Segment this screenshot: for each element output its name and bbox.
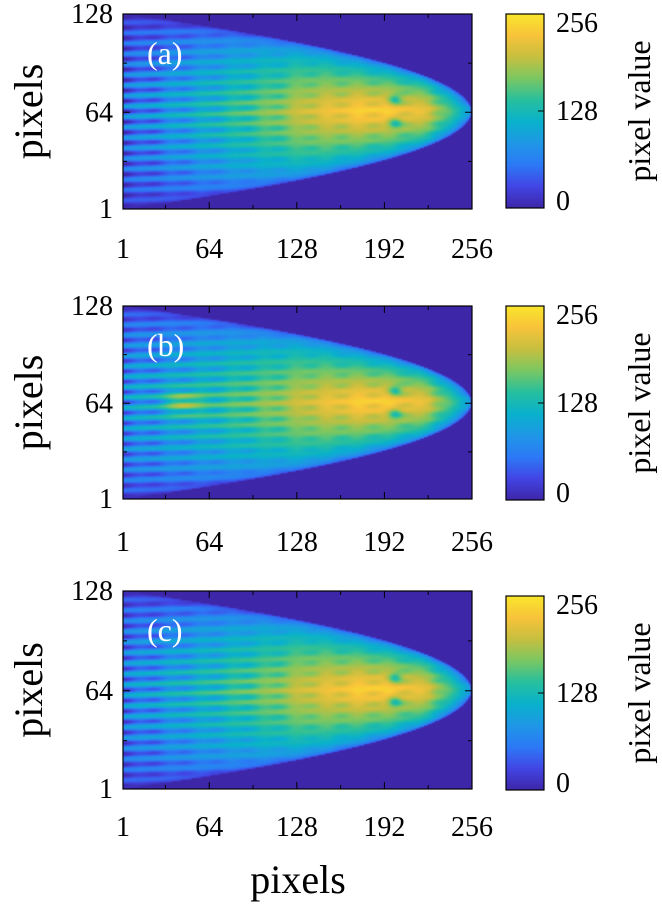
colorbar [505,305,545,501]
y-axis-label: pixels [6,642,51,738]
y-tick-label: 128 [71,576,113,607]
y-tick-label: 128 [71,291,113,322]
x-axis-title: pixels [250,857,346,902]
colorbar-tick-label: 0 [556,186,570,217]
y-tick-label: 1 [99,774,113,805]
colorbar-tick-label: 256 [556,590,598,621]
x-tick-label: 64 [195,527,223,558]
colorbar-tick-label: 256 [556,300,598,331]
x-tick-label: 1 [116,527,130,558]
x-tick-label: 256 [451,234,493,265]
colorbar [505,13,545,209]
x-tick-label: 128 [276,812,318,843]
x-tick-label: 256 [451,527,493,558]
colorbar-label: pixel value [621,332,657,473]
colorbar-tick-label: 0 [556,478,570,509]
plot-frame [122,305,473,500]
panel-label: (a) [147,35,183,71]
x-tick-label: 1 [116,812,130,843]
y-tick-label: 1 [99,484,113,515]
y-tick-label: 64 [85,676,113,707]
heatmap-image [123,591,472,789]
plot-frame [122,13,473,210]
colorbar-tick-label: 128 [556,96,598,127]
panel-label: (b) [147,327,184,363]
y-tick-label: 64 [85,388,113,419]
panel-b: 1 64 128 192 256 1 64 128 pixels (b) 0 128 256 pixel … [6,291,657,558]
y-tick-label: 128 [71,0,113,30]
panel-label: (c) [147,612,183,648]
x-tick-label: 1 [116,234,130,265]
colorbar-tick-label: 256 [556,8,598,39]
panel-a: 1 64 128 192 256 1 64 128 pixels (a) 0 128 256 pixel … [6,0,657,265]
x-tick-label: 192 [363,812,405,843]
x-tick-label: 256 [451,812,493,843]
x-tick-label: 128 [276,527,318,558]
heatmap-image [123,14,472,209]
x-tick-label: 64 [195,234,223,265]
plot-frame [122,590,473,790]
y-axis-label: pixels [6,355,51,451]
colorbar-tick-label: 128 [556,678,598,709]
x-tick-label: 192 [363,234,405,265]
panel-c: 1 64 128 192 256 1 64 128 pixels (c) 0 128 256 pixel … [6,576,657,843]
x-tick-label: 64 [195,812,223,843]
y-tick-label: 1 [99,194,113,225]
x-tick-label: 128 [276,234,318,265]
colorbar-label: pixel value [621,622,657,763]
colorbar-tick-label: 0 [556,768,570,799]
heatmap-image [123,306,472,499]
y-axis-label: pixels [6,64,51,160]
colorbar-label: pixel value [621,40,657,181]
x-tick-label: 192 [363,527,405,558]
colorbar-tick-label: 128 [556,388,598,419]
colorbar [505,595,545,791]
y-tick-label: 64 [85,97,113,128]
